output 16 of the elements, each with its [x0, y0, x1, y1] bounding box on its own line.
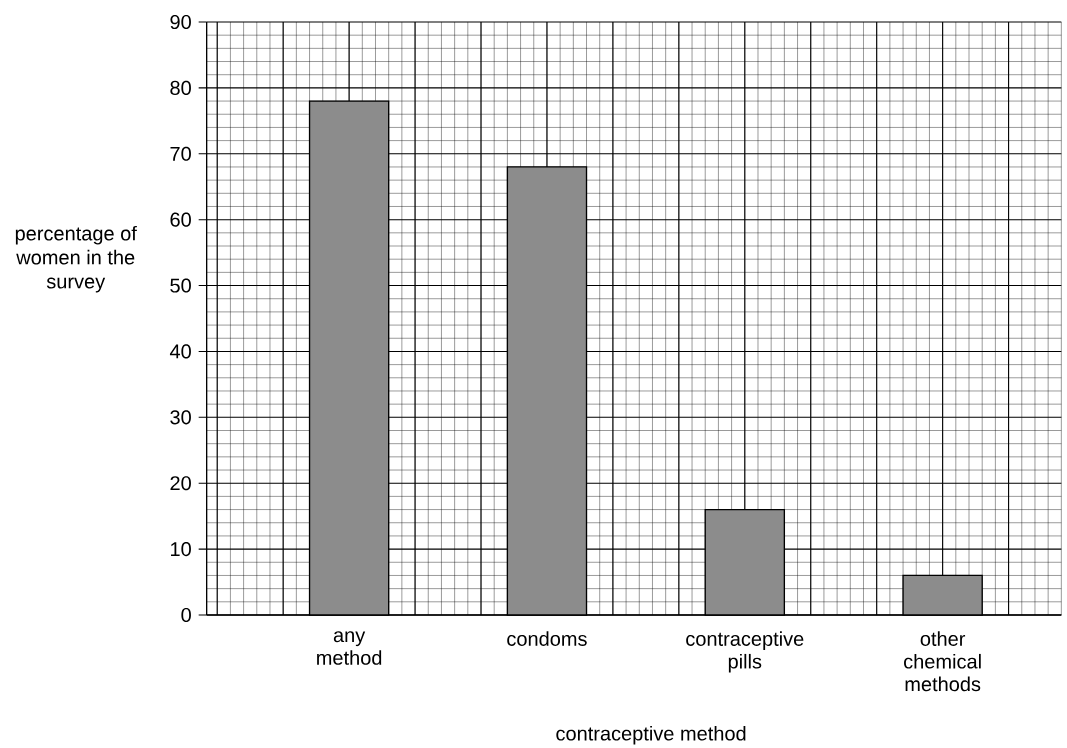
y-axis-title: percentage of women in the survey	[15, 225, 137, 293]
x-tick-label: other chemical methods	[904, 631, 981, 692]
y-tick-label: 0	[181, 607, 191, 623]
y-tick-label: 70	[170, 146, 191, 161]
y-tick-label: 80	[170, 80, 191, 95]
y-tick-label: 90	[170, 14, 191, 30]
y-tick-label: 10	[171, 542, 191, 557]
x-tick-label: contraceptive pills	[686, 631, 804, 673]
x-tick-label: condoms	[507, 631, 587, 646]
x-tick-label: any method	[317, 631, 382, 665]
y-tick-label: 60	[170, 212, 191, 227]
y-tick-label: 50	[170, 278, 191, 293]
y-tick-label: 20	[170, 476, 191, 491]
y-tick-label: 40	[169, 344, 191, 359]
y-tick-label: 30	[170, 410, 191, 425]
x-axis-title: contraceptive method	[556, 725, 746, 745]
